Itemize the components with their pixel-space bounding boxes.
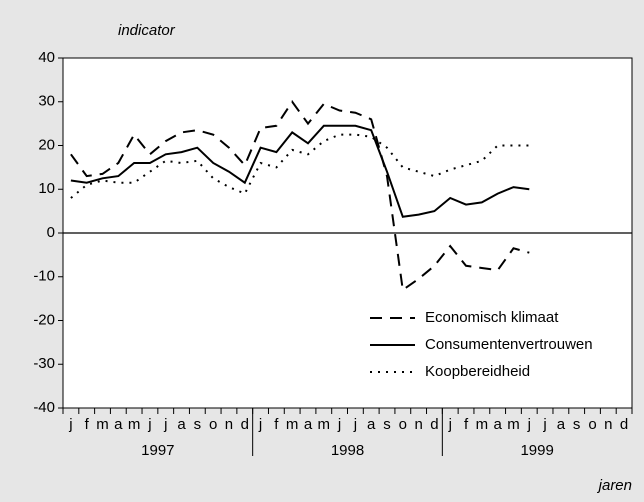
legend-label: Consumentenvertrouwen <box>425 336 593 353</box>
x-tick-label: a <box>367 416 376 433</box>
y-tick-label: 10 <box>38 180 55 197</box>
x-tick-label: n <box>604 416 612 433</box>
x-tick-label: n <box>414 416 422 433</box>
y-tick-label: -20 <box>33 311 55 328</box>
x-tick-label: a <box>304 416 313 433</box>
x-tick-label: m <box>286 416 299 433</box>
y-tick-label: 30 <box>38 93 55 110</box>
legend-label: Economisch klimaat <box>425 309 559 326</box>
x-tick-label: n <box>225 416 233 433</box>
y-tick-label: 0 <box>47 224 55 241</box>
series-line <box>70 133 530 199</box>
x-tick-label: j <box>258 416 262 433</box>
y-tick-label: -30 <box>33 355 55 372</box>
x-tick-label: d <box>430 416 438 433</box>
x-tick-label: d <box>620 416 628 433</box>
y-tick-label: -10 <box>33 268 55 285</box>
legend-label: Koopbereidheid <box>425 363 530 380</box>
x-tick-label: m <box>476 416 489 433</box>
x-tick-label: a <box>557 416 566 433</box>
y-tick-label: 40 <box>38 49 55 66</box>
year-label: 1997 <box>141 442 174 459</box>
x-tick-label: s <box>573 416 581 433</box>
x-tick-label: m <box>318 416 331 433</box>
x-tick-label: o <box>588 416 596 433</box>
x-tick-label: j <box>68 416 72 433</box>
year-label: 1998 <box>331 442 364 459</box>
x-tick-label: a <box>114 416 123 433</box>
series-line <box>70 124 530 218</box>
x-tick-label: a <box>177 416 186 433</box>
y-tick-label: 20 <box>38 136 55 153</box>
x-tick-label: f <box>85 416 90 433</box>
x-tick-label: j <box>353 416 357 433</box>
x-tick-label: j <box>542 416 546 433</box>
x-tick-label: j <box>147 416 151 433</box>
x-tick-label: d <box>241 416 249 433</box>
x-tick-label: s <box>194 416 202 433</box>
x-axis-label: jaren <box>597 477 632 494</box>
y-tick-label: -40 <box>33 399 55 416</box>
x-tick-label: o <box>209 416 217 433</box>
x-tick-label: s <box>383 416 391 433</box>
x-tick-label: f <box>274 416 279 433</box>
x-tick-label: m <box>128 416 141 433</box>
series-line <box>70 100 530 292</box>
x-tick-label: m <box>96 416 109 433</box>
x-tick-label: o <box>399 416 407 433</box>
y-axis-label: indicator <box>118 22 176 39</box>
x-tick-label: a <box>493 416 502 433</box>
x-tick-label: j <box>527 416 531 433</box>
x-tick-label: j <box>337 416 341 433</box>
x-tick-label: j <box>163 416 167 433</box>
x-tick-label: j <box>448 416 452 433</box>
year-label: 1999 <box>520 442 553 459</box>
x-tick-label: f <box>464 416 469 433</box>
x-tick-label: m <box>507 416 520 433</box>
